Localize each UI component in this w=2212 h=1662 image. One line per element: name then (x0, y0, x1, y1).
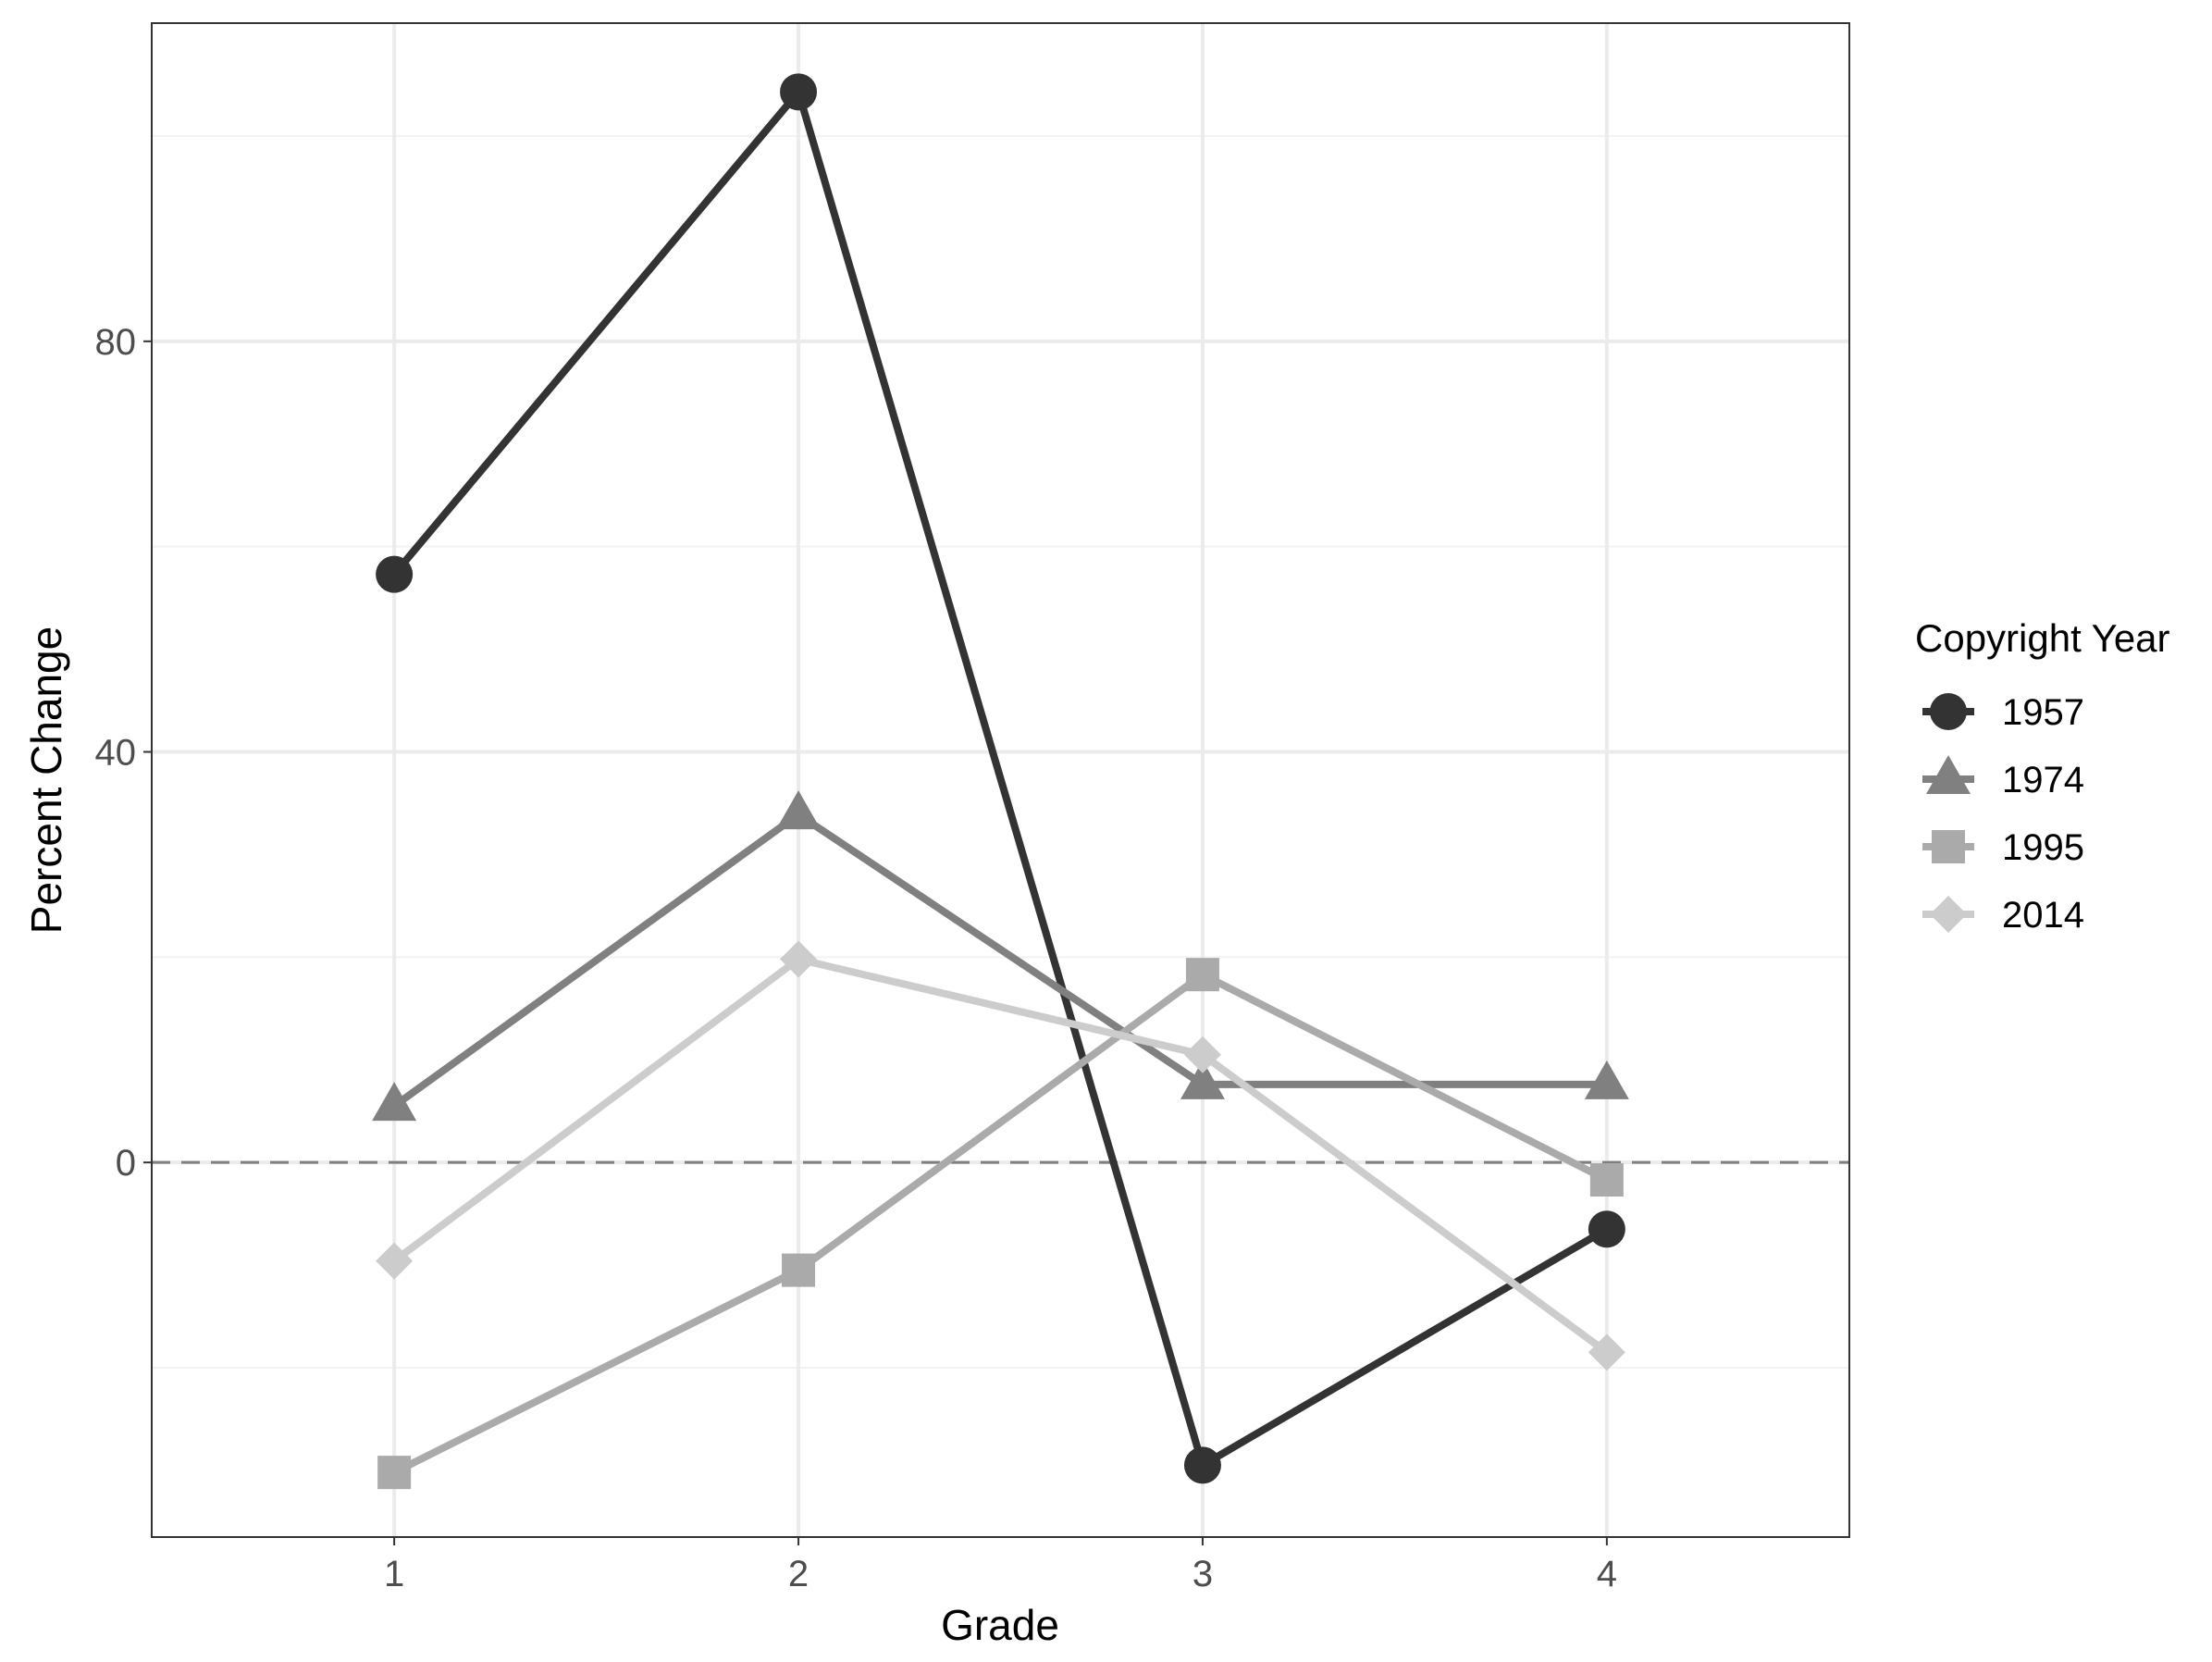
series-line-1974 (391, 811, 1607, 1110)
data-point-2014 (376, 1242, 414, 1280)
legend-key-marker-1974 (1926, 754, 1971, 794)
x-axis-title: Grade (941, 1601, 1059, 1649)
series-1974 (372, 790, 1629, 1122)
legend-label-1995: 1995 (2002, 827, 2084, 868)
series-2014 (376, 940, 1625, 1371)
legend-label-2014: 2014 (2002, 895, 2084, 936)
y-tick-label: 40 (95, 732, 137, 773)
legend-title: Copyright Year (1915, 616, 2170, 660)
data-point-1974 (776, 790, 822, 830)
axes: 0 40 80 1 2 3 4 (95, 322, 1617, 1594)
data-point-1995 (1589, 1163, 1624, 1197)
data-point-1974 (1584, 1060, 1629, 1099)
y-axis-title: Percent Change (22, 626, 70, 934)
data-point-1957 (1588, 1210, 1625, 1248)
legend: Copyright Year 1957 1974 1995 2014 (1915, 616, 2170, 936)
data-point-1957 (376, 555, 414, 593)
series-1995 (377, 958, 1624, 1490)
x-tick-label: 3 (1193, 1554, 1213, 1594)
data-point-1957 (780, 73, 818, 111)
data-point-1974 (372, 1082, 417, 1122)
series-line-2014 (391, 955, 1610, 1356)
x-tick-label: 4 (1597, 1554, 1617, 1594)
legend-key-marker-1957 (1930, 693, 1967, 730)
legend-key-marker-2014 (1930, 896, 1967, 933)
legend-key-marker-1995 (1932, 830, 1965, 863)
data-point-1974 (1180, 1060, 1225, 1099)
data-point-2014 (1588, 1333, 1625, 1371)
x-tick-label: 1 (384, 1554, 404, 1594)
data-point-2014 (780, 940, 818, 978)
series-1957 (376, 73, 1625, 1484)
data-point-1995 (377, 1456, 412, 1490)
series-lines (372, 73, 1629, 1490)
panel-border (151, 22, 1850, 1538)
x-tick-label: 2 (788, 1554, 809, 1594)
series-line-1957 (391, 88, 1609, 1470)
y-tick-label: 0 (116, 1143, 136, 1184)
data-point-1957 (1183, 1446, 1221, 1484)
series-line-1995 (392, 971, 1609, 1476)
data-point-2014 (1183, 1036, 1221, 1073)
data-point-1995 (782, 1253, 816, 1287)
y-tick-label: 80 (95, 322, 137, 363)
data-point-1995 (1185, 958, 1219, 992)
legend-label-1957: 1957 (2002, 692, 2084, 733)
grid-lines (152, 23, 1849, 1537)
legend-label-1974: 1974 (2002, 760, 2084, 800)
